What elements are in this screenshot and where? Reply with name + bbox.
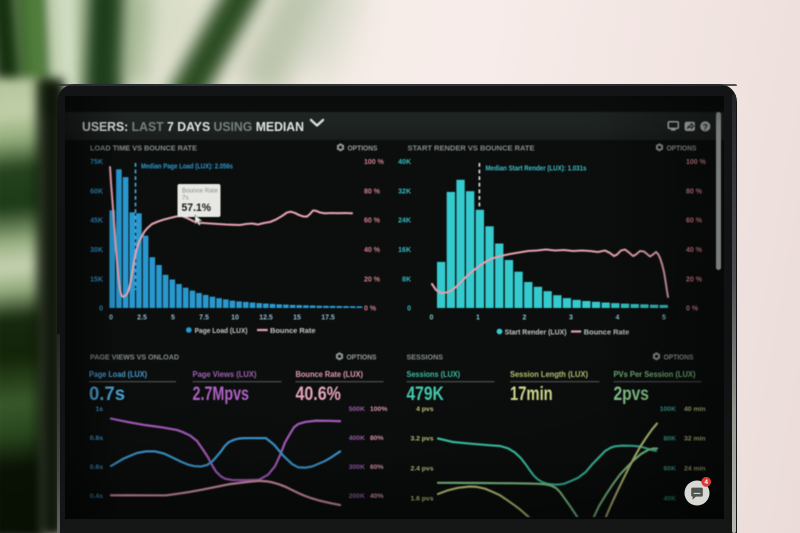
svg-text:80%: 80%	[370, 435, 384, 442]
svg-text:OPTIONS: OPTIONS	[348, 144, 378, 153]
svg-text:100 %: 100 %	[364, 159, 385, 166]
svg-text:200K: 200K	[349, 493, 365, 500]
svg-text:500K: 500K	[349, 406, 365, 413]
svg-text:PVs Per Session (LUX): PVs Per Session (LUX)	[614, 369, 696, 379]
svg-text:12.5: 12.5	[259, 315, 273, 322]
svg-text:8K: 8K	[402, 276, 411, 283]
svg-text:32K: 32K	[398, 188, 411, 195]
svg-text:80 %: 80 %	[364, 188, 381, 195]
svg-text:40K: 40K	[398, 159, 411, 166]
svg-text:2.5: 2.5	[137, 315, 147, 322]
svg-text:Page Load (LUX): Page Load (LUX)	[89, 369, 147, 379]
svg-text:0.6s: 0.6s	[90, 464, 103, 471]
svg-text:PAGE VIEWS VS ONLOAD: PAGE VIEWS VS ONLOAD	[90, 353, 179, 362]
svg-text:4 pvs: 4 pvs	[416, 406, 434, 413]
svg-text:Page Views (LUX): Page Views (LUX)	[193, 369, 257, 379]
svg-text:LOAD TIME VS BOUNCE RATE: LOAD TIME VS BOUNCE RATE	[90, 144, 197, 153]
svg-text:40K: 40K	[664, 496, 677, 503]
svg-text:479K: 479K	[407, 384, 445, 405]
svg-text:7s: 7s	[182, 195, 189, 202]
svg-text:80 %: 80 %	[686, 188, 703, 195]
svg-text:2pvs: 2pvs	[614, 384, 649, 405]
svg-text:75K: 75K	[90, 159, 103, 166]
svg-text:1: 1	[476, 315, 480, 322]
svg-text:Start Render (LUX): Start Render (LUX)	[505, 328, 567, 337]
svg-text:START RENDER VS BOUNCE RATE: START RENDER VS BOUNCE RATE	[408, 144, 535, 153]
svg-text:100 %: 100 %	[686, 159, 707, 166]
svg-text:0: 0	[109, 315, 113, 322]
svg-text:20 %: 20 %	[686, 276, 703, 283]
svg-text:2.4 pvs: 2.4 pvs	[410, 466, 433, 473]
svg-text:3: 3	[569, 315, 573, 322]
svg-text:16K: 16K	[398, 247, 411, 254]
svg-text:OPTIONS: OPTIONS	[667, 144, 697, 153]
svg-text:24K: 24K	[398, 218, 411, 225]
svg-text:60%: 60%	[370, 464, 384, 471]
svg-text:5: 5	[662, 315, 666, 322]
svg-text:Bounce Rate: Bounce Rate	[182, 188, 218, 195]
svg-text:60K: 60K	[90, 188, 103, 195]
svg-text:2.7Mpvs: 2.7Mpvs	[193, 384, 250, 405]
svg-text:Session Length (LUX): Session Length (LUX)	[510, 369, 588, 379]
svg-text:100K: 100K	[660, 406, 676, 413]
svg-text:OPTIONS: OPTIONS	[347, 353, 377, 362]
svg-text:0: 0	[407, 306, 411, 313]
svg-text:80K: 80K	[664, 436, 677, 443]
svg-text:Bounce Rate: Bounce Rate	[584, 328, 630, 337]
svg-text:0 %: 0 %	[364, 306, 377, 313]
svg-text:Sessions (LUX): Sessions (LUX)	[407, 369, 461, 379]
svg-text:1.6 pvs: 1.6 pvs	[410, 496, 433, 503]
svg-text:1s: 1s	[95, 406, 103, 413]
svg-text:0.7s: 0.7s	[89, 384, 125, 405]
svg-text:32 min: 32 min	[684, 436, 706, 443]
svg-text:40 min: 40 min	[684, 406, 706, 413]
svg-text:40 %: 40 %	[686, 247, 703, 254]
svg-text:5: 5	[171, 315, 175, 322]
svg-text:SESSIONS: SESSIONS	[407, 353, 444, 362]
svg-text:100%: 100%	[370, 406, 387, 413]
svg-text:0 %: 0 %	[686, 306, 699, 313]
svg-text:17min: 17min	[510, 384, 553, 405]
svg-text:0: 0	[430, 315, 434, 322]
svg-text:Page Load (LUX): Page Load (LUX)	[195, 326, 248, 335]
svg-text:OPTIONS: OPTIONS	[664, 353, 694, 362]
svg-text:USERS: LAST 7 DAYS USING MEDIA: USERS: LAST 7 DAYS USING MEDIAN	[82, 119, 304, 134]
svg-text:4: 4	[616, 315, 620, 322]
svg-text:Median Page Load (LUX): 2.056s: Median Page Load (LUX): 2.056s	[141, 162, 233, 171]
svg-text:?: ?	[703, 122, 708, 132]
svg-text:10: 10	[231, 315, 239, 322]
svg-text:60 %: 60 %	[686, 218, 703, 225]
svg-text:40 %: 40 %	[364, 247, 381, 254]
svg-text:0: 0	[99, 306, 103, 313]
svg-text:2: 2	[523, 315, 527, 322]
svg-text:15K: 15K	[90, 276, 103, 283]
svg-text:15: 15	[293, 315, 301, 322]
svg-text:17.5: 17.5	[321, 315, 335, 322]
svg-text:40.6%: 40.6%	[296, 384, 341, 405]
svg-text:0.8s: 0.8s	[90, 435, 103, 442]
svg-text:45K: 45K	[90, 218, 103, 225]
svg-text:30K: 30K	[90, 247, 103, 254]
svg-text:57.1%: 57.1%	[182, 202, 212, 214]
svg-text:400K: 400K	[349, 435, 365, 442]
svg-text:300K: 300K	[349, 464, 365, 471]
svg-text:20 %: 20 %	[364, 276, 381, 283]
svg-text:Bounce Rate: Bounce Rate	[270, 326, 316, 335]
svg-text:3.2 pvs: 3.2 pvs	[410, 436, 433, 443]
svg-text:60K: 60K	[664, 466, 677, 473]
svg-text:Median Start Render (LUX): 1.0: Median Start Render (LUX): 1.031s	[486, 164, 587, 173]
svg-text:0.4s: 0.4s	[90, 493, 103, 500]
svg-text:40%: 40%	[370, 493, 384, 500]
svg-text:Bounce Rate (LUX): Bounce Rate (LUX)	[296, 369, 364, 379]
svg-text:7.5: 7.5	[199, 315, 209, 322]
svg-text:60 %: 60 %	[364, 218, 381, 225]
svg-text:4: 4	[704, 479, 708, 486]
